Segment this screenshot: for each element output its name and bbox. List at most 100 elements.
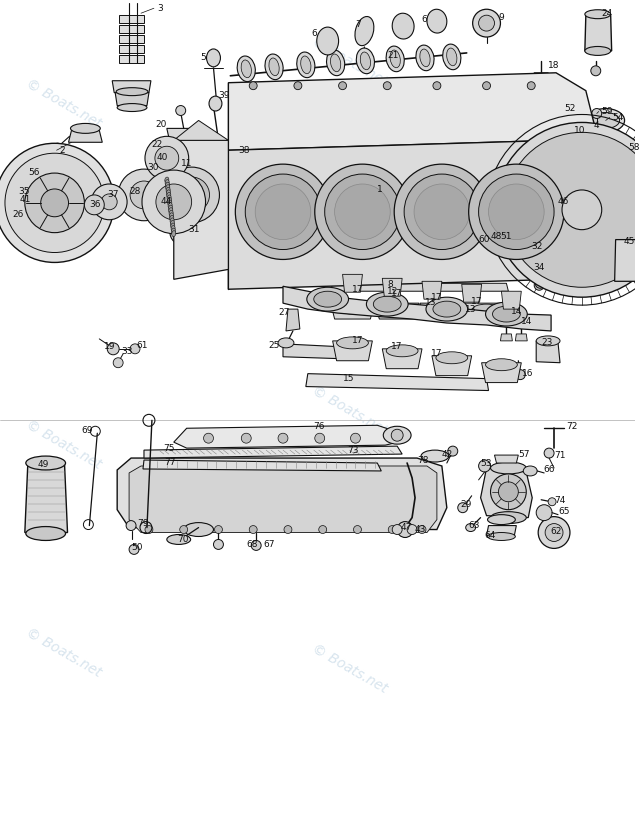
- Circle shape: [538, 517, 570, 548]
- Circle shape: [479, 460, 490, 472]
- Ellipse shape: [392, 13, 414, 39]
- Circle shape: [236, 164, 331, 260]
- Text: 35: 35: [18, 188, 29, 196]
- Ellipse shape: [490, 512, 526, 524]
- Ellipse shape: [241, 60, 252, 78]
- Circle shape: [284, 525, 292, 534]
- Circle shape: [468, 164, 564, 260]
- Text: 2: 2: [60, 146, 65, 155]
- Circle shape: [545, 184, 581, 220]
- Text: 24: 24: [602, 8, 613, 18]
- Ellipse shape: [26, 526, 65, 541]
- Polygon shape: [117, 458, 447, 530]
- Circle shape: [492, 235, 502, 245]
- Polygon shape: [461, 284, 481, 303]
- Text: 25: 25: [268, 341, 280, 350]
- Circle shape: [324, 174, 400, 250]
- Polygon shape: [144, 446, 402, 458]
- Text: 17: 17: [431, 292, 442, 302]
- Polygon shape: [382, 349, 422, 369]
- Text: 50: 50: [131, 543, 143, 552]
- Text: 41: 41: [20, 195, 31, 204]
- Polygon shape: [164, 140, 198, 165]
- Text: 69: 69: [81, 426, 93, 435]
- Circle shape: [414, 184, 470, 240]
- Text: 57: 57: [518, 449, 530, 458]
- Circle shape: [470, 236, 479, 246]
- Text: 13: 13: [465, 304, 476, 313]
- Circle shape: [92, 184, 127, 220]
- Text: © Boats.net: © Boats.net: [309, 384, 390, 438]
- Circle shape: [142, 170, 205, 234]
- Text: 51: 51: [500, 232, 512, 241]
- Circle shape: [129, 545, 139, 555]
- Circle shape: [25, 173, 84, 233]
- Ellipse shape: [184, 523, 214, 536]
- Circle shape: [174, 177, 209, 213]
- Circle shape: [335, 184, 390, 240]
- Circle shape: [383, 82, 391, 90]
- Ellipse shape: [209, 96, 222, 111]
- Text: 58: 58: [628, 142, 640, 152]
- Ellipse shape: [168, 205, 172, 211]
- Text: 71: 71: [554, 451, 566, 459]
- Ellipse shape: [165, 179, 169, 185]
- Text: 37: 37: [108, 190, 119, 199]
- Circle shape: [495, 122, 640, 297]
- Circle shape: [545, 524, 563, 541]
- Text: 40: 40: [157, 153, 168, 162]
- Ellipse shape: [421, 450, 449, 462]
- Ellipse shape: [314, 292, 342, 307]
- Circle shape: [448, 446, 458, 456]
- Text: 17: 17: [391, 289, 403, 297]
- Text: 42: 42: [442, 449, 453, 458]
- Text: 22: 22: [151, 140, 162, 149]
- Polygon shape: [119, 15, 144, 23]
- Text: 74: 74: [554, 496, 566, 505]
- Text: 54: 54: [612, 113, 624, 122]
- Circle shape: [548, 498, 556, 505]
- Polygon shape: [228, 73, 596, 150]
- Circle shape: [113, 358, 123, 368]
- Polygon shape: [112, 80, 151, 93]
- Ellipse shape: [317, 27, 339, 55]
- Polygon shape: [119, 55, 144, 63]
- Circle shape: [170, 218, 198, 246]
- Text: 6: 6: [421, 14, 427, 23]
- Ellipse shape: [416, 45, 434, 70]
- Circle shape: [145, 137, 189, 180]
- Text: 61: 61: [136, 341, 148, 350]
- Text: 17: 17: [470, 297, 482, 306]
- Polygon shape: [585, 15, 612, 51]
- Circle shape: [241, 433, 252, 443]
- Circle shape: [592, 109, 602, 118]
- Text: 4: 4: [594, 121, 600, 130]
- Ellipse shape: [26, 456, 65, 470]
- Text: 6: 6: [312, 28, 317, 38]
- Ellipse shape: [116, 88, 148, 96]
- Polygon shape: [119, 45, 144, 53]
- Text: © Boats.net: © Boats.net: [309, 642, 390, 696]
- Polygon shape: [495, 455, 518, 463]
- Circle shape: [391, 429, 403, 441]
- Circle shape: [536, 504, 552, 520]
- Circle shape: [433, 82, 441, 90]
- Polygon shape: [25, 464, 68, 532]
- Text: 53: 53: [481, 458, 492, 468]
- Text: 21: 21: [387, 51, 399, 60]
- Polygon shape: [167, 128, 209, 147]
- Ellipse shape: [166, 184, 170, 190]
- Circle shape: [407, 525, 417, 535]
- Text: 65: 65: [558, 507, 570, 516]
- Circle shape: [182, 150, 205, 174]
- Text: 7: 7: [355, 19, 361, 28]
- Text: 70: 70: [177, 535, 188, 544]
- Circle shape: [319, 525, 326, 534]
- Ellipse shape: [356, 48, 374, 74]
- Ellipse shape: [70, 123, 100, 133]
- Circle shape: [278, 433, 288, 443]
- Ellipse shape: [330, 54, 340, 72]
- Polygon shape: [68, 131, 102, 142]
- Text: 52: 52: [564, 104, 575, 113]
- Circle shape: [84, 195, 104, 215]
